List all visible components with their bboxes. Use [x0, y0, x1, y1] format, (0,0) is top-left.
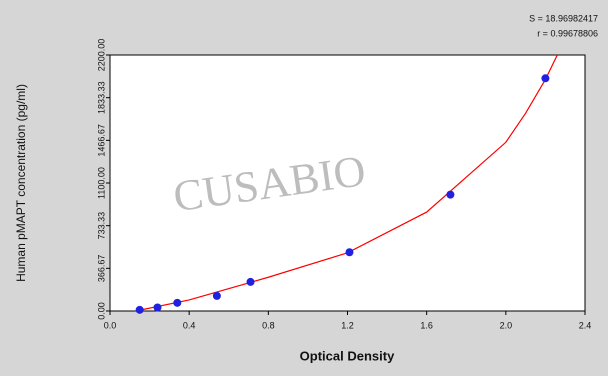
y-tick-label: 1833.33 [96, 81, 106, 114]
data-point [173, 298, 182, 307]
data-point [135, 305, 144, 314]
y-axis-title: Human pMAPT concentration (pg/ml) [14, 84, 28, 282]
y-tick-label: 2200.00 [96, 39, 106, 72]
x-axis-title: Optical Density [300, 348, 395, 363]
annotation: r = 0.99678806 [537, 28, 598, 38]
x-tick-label: 2.4 [579, 320, 592, 330]
data-point [345, 248, 354, 257]
y-tick-label: 366.67 [96, 255, 106, 283]
x-tick-label: 0.8 [262, 320, 275, 330]
y-tick-label: 1466.67 [96, 124, 106, 157]
x-tick-label: 0.4 [183, 320, 196, 330]
data-point [246, 277, 255, 286]
plot-area [109, 54, 586, 312]
data-point [212, 291, 221, 300]
y-tick-label: 733.33 [96, 212, 106, 240]
x-tick-label: 0.0 [104, 320, 117, 330]
y-tick-label: 1100.00 [96, 167, 106, 199]
annotation: S = 18.96982417 [529, 13, 598, 23]
data-point [153, 303, 162, 312]
x-tick-label: 2.0 [500, 320, 513, 330]
x-tick-label: 1.2 [341, 320, 354, 330]
x-tick-label: 1.6 [420, 320, 433, 330]
data-point [446, 190, 455, 199]
data-point [541, 74, 550, 83]
y-tick-label: 0.00 [96, 302, 106, 320]
